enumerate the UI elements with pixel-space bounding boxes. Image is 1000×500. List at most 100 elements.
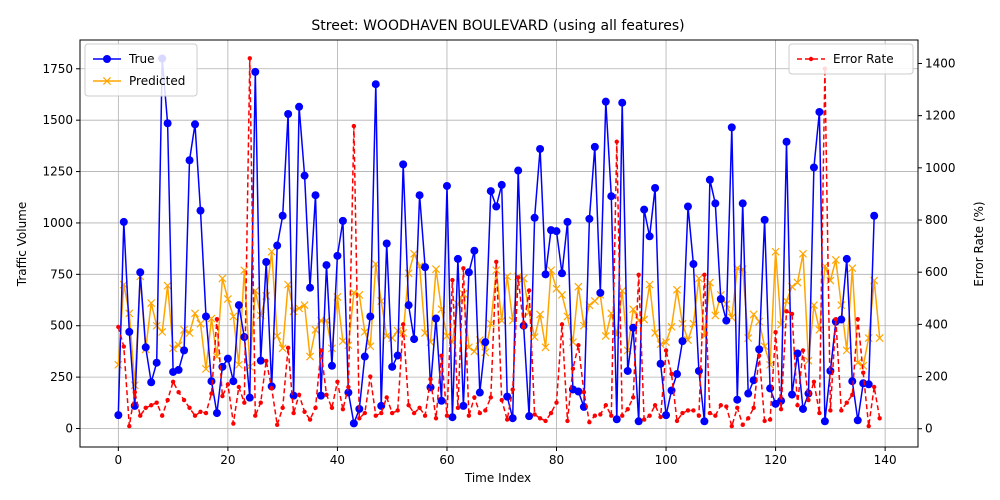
true-point xyxy=(382,239,391,248)
predicted-point-stroke xyxy=(289,307,298,316)
true-point xyxy=(295,102,304,111)
y-tick-label: 1000 xyxy=(42,216,73,230)
true-point xyxy=(804,389,813,398)
true-point xyxy=(256,356,265,365)
error-rate-point xyxy=(576,343,581,348)
predicted-point-stroke xyxy=(240,266,249,275)
y-tick-label: 1250 xyxy=(42,165,73,179)
legend-right: Error Rate xyxy=(788,43,914,75)
predicted-point xyxy=(875,334,884,343)
error-rate-point xyxy=(609,413,614,418)
predicted-point xyxy=(185,328,194,337)
true-point xyxy=(119,217,128,226)
predicted-point-stroke xyxy=(744,334,753,343)
predicted-point-stroke xyxy=(360,327,369,336)
predicted-point-stroke xyxy=(459,289,468,298)
predicted-point xyxy=(300,301,309,310)
true-point xyxy=(240,333,249,342)
error-rate-point xyxy=(669,371,674,377)
predicted-point xyxy=(229,312,238,321)
predicted-point xyxy=(694,274,703,283)
true-point xyxy=(262,258,271,266)
error-rate-point xyxy=(762,418,767,424)
true-point xyxy=(442,181,451,190)
legend-item-error-rate: Error Rate xyxy=(797,52,894,66)
predicted-point xyxy=(388,334,397,343)
predicted-point xyxy=(404,269,413,278)
true-point xyxy=(284,110,293,118)
true-point xyxy=(180,346,189,355)
predicted-point-stroke xyxy=(130,381,139,390)
legend-box xyxy=(788,43,914,75)
true-point xyxy=(744,389,753,398)
predicted-point-stroke xyxy=(809,301,818,310)
predicted-point-stroke xyxy=(366,342,375,351)
true-point xyxy=(651,184,660,192)
true-point xyxy=(755,345,764,354)
error-rate-point xyxy=(603,403,609,408)
error-rate-point xyxy=(713,413,718,418)
predicted-point-stroke xyxy=(574,282,583,291)
true-point xyxy=(716,295,725,303)
error-rate-point xyxy=(532,412,537,417)
predicted-point xyxy=(147,299,156,308)
grid xyxy=(80,40,918,447)
series-error-rate xyxy=(116,56,882,429)
predicted-point xyxy=(749,310,758,319)
true-point xyxy=(634,417,643,426)
error-rate-point xyxy=(280,405,285,411)
error-rate-point xyxy=(800,348,806,353)
true-point xyxy=(459,401,468,410)
true-point xyxy=(662,411,671,420)
error-rate-point xyxy=(735,405,740,411)
true-point xyxy=(601,97,610,106)
error-rate-point xyxy=(570,366,576,371)
true-point xyxy=(300,171,309,180)
true-point xyxy=(360,352,369,361)
y-tick-label: 1750 xyxy=(42,62,73,76)
error-rate-point xyxy=(324,392,329,398)
error-rate-point xyxy=(274,422,280,428)
predicted-point-stroke xyxy=(662,338,671,347)
true-point xyxy=(727,123,736,132)
true-point xyxy=(514,166,523,175)
true-point xyxy=(700,417,709,426)
true-point xyxy=(678,337,687,346)
true-point xyxy=(191,120,200,129)
error-rate-point xyxy=(521,324,526,330)
true-point xyxy=(415,191,424,200)
error-rate-point xyxy=(559,322,565,327)
error-rate-point xyxy=(121,344,127,349)
true-point xyxy=(366,312,375,321)
predicted-point-stroke xyxy=(711,311,720,320)
predicted-point xyxy=(601,331,610,341)
predicted-point-stroke xyxy=(114,360,123,369)
error-rate-point xyxy=(209,391,214,396)
predicted-point xyxy=(295,304,304,313)
error-rate-point xyxy=(554,400,559,405)
true-point xyxy=(306,283,315,292)
predicted-point-stroke xyxy=(404,269,413,278)
error-rate-point xyxy=(149,403,154,408)
predicted-point xyxy=(771,247,780,256)
error-rate-point xyxy=(494,259,499,264)
true-point xyxy=(585,214,594,223)
predicted-point-stroke xyxy=(755,317,764,326)
predicted-point xyxy=(667,322,676,331)
x-tick-label: 80 xyxy=(549,453,564,467)
predicted-point xyxy=(190,309,200,318)
predicted-point-stroke xyxy=(229,312,238,321)
error-rate-point xyxy=(581,390,587,395)
predicted-point-stroke xyxy=(306,352,315,361)
error-rate-point xyxy=(850,392,855,398)
true-point xyxy=(837,315,846,324)
predicted-point-stroke xyxy=(481,348,490,357)
predicted-point xyxy=(234,360,243,369)
predicted-point-stroke xyxy=(442,331,451,341)
true-point xyxy=(733,395,742,404)
error-rate-point xyxy=(384,395,389,400)
predicted-point-stroke xyxy=(837,301,846,310)
true-point xyxy=(492,202,501,211)
error-rate-point xyxy=(307,417,313,422)
true-point xyxy=(760,215,769,224)
